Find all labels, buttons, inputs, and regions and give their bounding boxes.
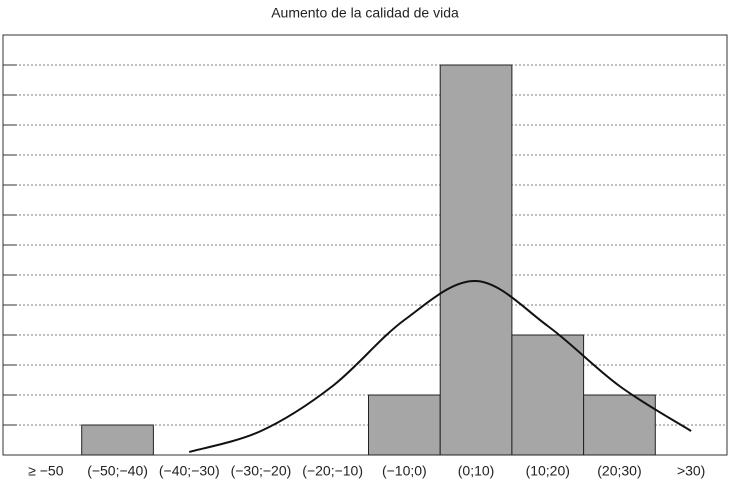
bar xyxy=(583,394,656,456)
chart-title: Aumento de la calidad de vida xyxy=(271,5,459,21)
x-tick-label: (0;10) xyxy=(458,463,495,479)
x-tick-label: (−20;−10) xyxy=(302,463,363,479)
bar xyxy=(439,64,513,456)
x-tick-label: (−10;0) xyxy=(382,463,427,479)
x-tick-label: (20;30) xyxy=(597,463,641,479)
x-tick-label: (10;20) xyxy=(526,463,570,479)
x-tick-label: (−50;−40) xyxy=(87,463,148,479)
x-tick-label: (−40;−30) xyxy=(159,463,220,479)
x-tick-label: (−30;−20) xyxy=(231,463,292,479)
x-tick-label: >30) xyxy=(677,463,705,479)
bar xyxy=(368,394,441,456)
bar xyxy=(511,334,585,456)
x-tick-label: ≥ −50 xyxy=(28,463,64,479)
bar xyxy=(81,424,154,456)
fitted-curve xyxy=(188,279,692,453)
